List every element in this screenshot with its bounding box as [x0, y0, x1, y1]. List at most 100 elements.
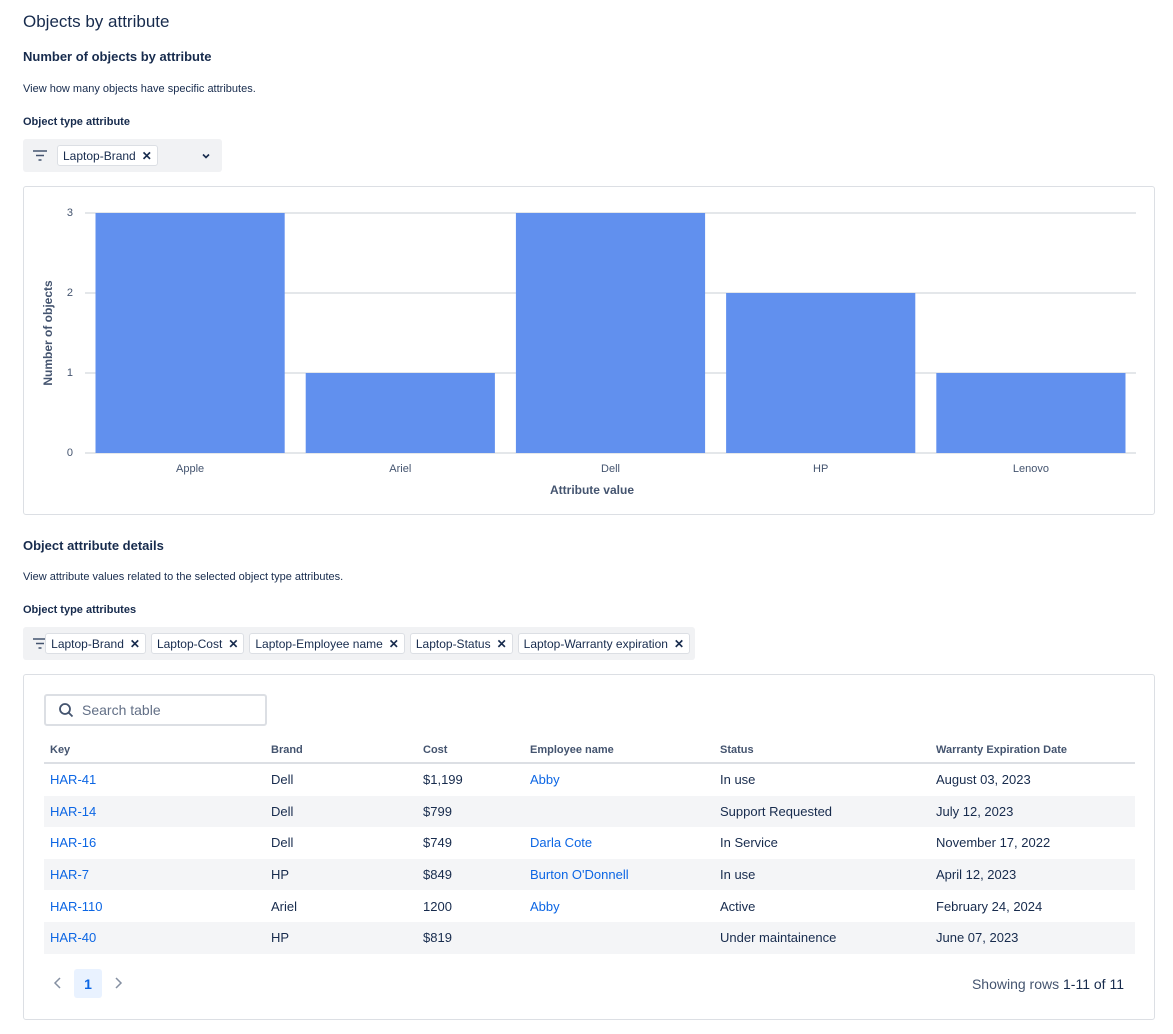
column-header[interactable]: Warranty Expiration Date — [930, 738, 1135, 764]
table-cell: 1200 — [423, 898, 452, 914]
cell-link[interactable]: HAR-16 — [50, 835, 97, 851]
table-cell: August 03, 2023 — [936, 772, 1031, 788]
filter-icon — [33, 150, 47, 161]
x-axis-label: Attribute value — [550, 483, 634, 497]
table-cell: July 12, 2023 — [930, 795, 1135, 828]
table-cell: Active — [720, 898, 756, 914]
search-placeholder: Search table — [82, 702, 161, 718]
chart: Number of objects Attribute value 0 1 2 3 Ap… — [41, 207, 1136, 497]
section-description: View attribute values related to the sel… — [23, 571, 344, 583]
bar — [515, 213, 706, 453]
table-cell: $749 — [423, 835, 452, 851]
bar — [936, 373, 1126, 453]
table-row: HAR-7 HP $849 Burton O'Donnell In use April 1… — [44, 858, 1135, 891]
table-row: HAR-41 Dell $1,199 Abby In use August 03, 202… — [44, 763, 1135, 796]
chip-text: Laptop-Brand — [51, 636, 124, 651]
cell-link[interactable]: HAR-110 — [50, 898, 103, 914]
bar — [95, 213, 285, 453]
column-header[interactable]: Status — [714, 738, 930, 764]
table-cell: In use — [714, 858, 930, 891]
table-cell: $1,199 — [423, 772, 463, 788]
page-button[interactable]: 1 — [74, 969, 102, 998]
cell-link[interactable]: HAR-41 — [50, 772, 97, 788]
filter-chip: Laptop-Cost ✕ — [150, 633, 245, 654]
table-row: HAR-40 HP $819 Under maintainence June 07, 2… — [44, 921, 1135, 954]
table-row: HAR-16 Dell $749 Darla Cote In Service Novemb… — [44, 827, 1135, 859]
x-tick-label: Apple — [176, 463, 204, 475]
chip-text: Laptop-Brand — [63, 148, 136, 163]
column-header[interactable]: Brand — [265, 738, 417, 764]
x-tick-label: Lenovo — [1013, 463, 1049, 475]
bar — [726, 293, 916, 453]
table-cell: February 24, 2024 — [936, 898, 1043, 914]
table-cell: Under maintainence — [714, 921, 930, 954]
section-title: Object attribute details — [23, 538, 164, 553]
chart-panel: Number of objects Attribute value 0 1 2 3 Ap… — [23, 186, 1155, 515]
y-tick-label: 2 — [67, 287, 73, 299]
cell-link[interactable]: Burton O'Donnell — [524, 858, 714, 891]
chip-text: Laptop-Status — [415, 636, 491, 651]
chip-text: Laptop-Warranty expiration — [523, 636, 668, 651]
filter-bar[interactable]: Laptop-Brand ✕ — [23, 139, 222, 172]
table-cell: $849 — [417, 858, 524, 891]
prev-page[interactable] — [50, 975, 66, 991]
table-cell: HP — [265, 858, 417, 891]
chip-remove[interactable]: ✕ — [673, 636, 684, 651]
table-cell: November 17, 2022 — [936, 835, 1051, 851]
cell-link[interactable]: Abby — [530, 898, 560, 914]
y-tick-label: 1 — [67, 367, 73, 379]
chip-remove[interactable]: ✕ — [141, 148, 152, 163]
table-cell: Dell — [271, 772, 294, 788]
table-cell: Dell — [265, 795, 417, 828]
summary-range: 1-11 of 11 — [1063, 976, 1124, 992]
cell-link[interactable]: HAR-14 — [44, 795, 265, 828]
filter-chip: Laptop-Employee name ✕ — [249, 633, 405, 654]
next-page[interactable] — [110, 975, 126, 991]
data-table: Key Brand Cost Employee name Status Warranty … — [44, 738, 1135, 954]
search-input[interactable]: Search table — [44, 694, 267, 726]
chip-remove[interactable]: ✕ — [388, 636, 399, 651]
dropdown-chevron[interactable] — [198, 148, 214, 164]
table-cell: $819 — [417, 921, 524, 954]
filter-chip: Laptop-Brand ✕ — [57, 145, 158, 166]
chip-remove[interactable]: ✕ — [129, 636, 140, 651]
chip-remove[interactable]: ✕ — [496, 636, 507, 651]
table-cell: In Service — [720, 835, 778, 851]
cell-link — [524, 795, 714, 828]
column-header[interactable]: Employee name — [524, 738, 714, 764]
table-cell: April 12, 2023 — [930, 858, 1135, 891]
column-header[interactable]: Cost — [417, 738, 524, 764]
cell-link[interactable]: HAR-7 — [44, 858, 265, 891]
filter-bar[interactable]: Laptop-Brand ✕ Laptop-Cost ✕ Laptop-Employee… — [23, 627, 695, 660]
bar — [305, 373, 495, 453]
table-row: HAR-110 Ariel 1200 Abby Active February 24, 2… — [44, 890, 1135, 922]
column-header[interactable]: Key — [44, 738, 265, 764]
cell-link[interactable]: Darla Cote — [530, 835, 593, 851]
rows-summary: Showing rows 1-11 of 11 — [972, 976, 1124, 992]
table-cell: HP — [265, 921, 417, 954]
table-cell: Dell — [271, 835, 294, 851]
search-icon — [59, 703, 74, 718]
y-tick-label: 3 — [67, 207, 73, 219]
table-cell: $799 — [417, 795, 524, 828]
x-tick-label: Ariel — [389, 463, 411, 475]
table-cell: In use — [720, 772, 756, 788]
chip-text: Laptop-Cost — [156, 636, 223, 651]
cell-link[interactable]: Abby — [530, 772, 560, 788]
filter-label: Object type attributes — [23, 604, 137, 616]
cell-link[interactable]: HAR-40 — [44, 921, 265, 954]
x-tick-label: Dell — [601, 463, 620, 475]
filter-chip: Laptop-Warranty expiration ✕ — [517, 633, 690, 654]
section-title: Number of objects by attribute — [23, 49, 212, 64]
chip-remove[interactable]: ✕ — [228, 636, 239, 651]
cell-link — [524, 921, 714, 954]
table-cell: Ariel — [271, 898, 298, 914]
filter-label: Object type attribute — [23, 116, 130, 128]
table-cell: June 07, 2023 — [930, 921, 1135, 954]
filter-chip: Laptop-Status ✕ — [409, 633, 513, 654]
summary-prefix: Showing rows — [971, 976, 1060, 992]
section-description: View how many objects have specific attr… — [23, 83, 256, 95]
y-tick-label: 0 — [67, 447, 73, 459]
filter-chip: Laptop-Brand ✕ — [45, 633, 146, 654]
